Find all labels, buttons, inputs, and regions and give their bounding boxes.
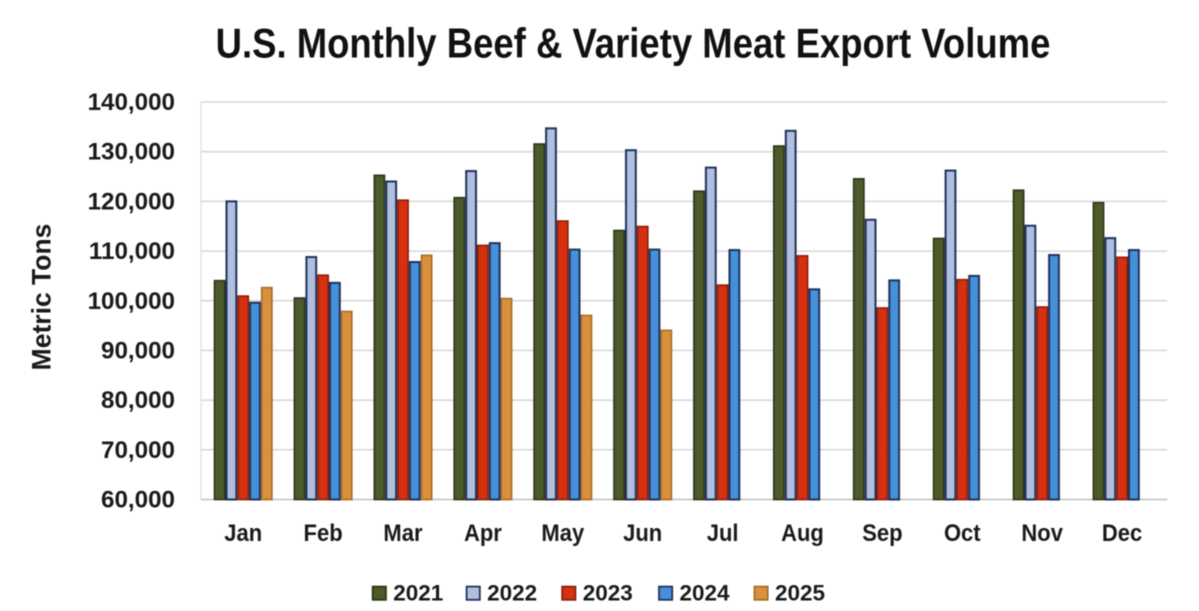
svg-text:Jan: Jan	[224, 519, 262, 546]
svg-text:80,000: 80,000	[101, 387, 175, 414]
svg-text:Apr: Apr	[464, 519, 502, 546]
svg-text:2022: 2022	[487, 581, 537, 606]
svg-text:U.S. Monthly Beef & Variety Me: U.S. Monthly Beef & Variety Meat Export …	[216, 22, 1051, 68]
svg-text:Nov: Nov	[1021, 519, 1063, 546]
svg-text:110,000: 110,000	[89, 238, 175, 265]
svg-text:May: May	[541, 519, 584, 546]
svg-text:2025: 2025	[775, 581, 825, 606]
svg-text:Sep: Sep	[862, 519, 902, 546]
svg-text:Metric Tons: Metric Tons	[27, 224, 57, 371]
svg-text:2021: 2021	[393, 581, 443, 606]
svg-text:90,000: 90,000	[101, 337, 175, 364]
svg-text:Feb: Feb	[304, 519, 343, 546]
svg-text:Mar: Mar	[383, 519, 422, 546]
svg-text:100,000: 100,000	[88, 288, 175, 315]
svg-text:Jun: Jun	[623, 519, 662, 546]
svg-text:130,000: 130,000	[88, 139, 175, 166]
svg-text:Oct: Oct	[944, 519, 981, 546]
svg-text:140,000: 140,000	[88, 89, 175, 116]
svg-text:Jul: Jul	[707, 519, 739, 546]
svg-text:Dec: Dec	[1102, 519, 1142, 546]
svg-text:120,000: 120,000	[88, 188, 175, 215]
svg-text:2023: 2023	[583, 581, 633, 606]
svg-text:2024: 2024	[680, 581, 731, 606]
svg-text:70,000: 70,000	[101, 437, 175, 464]
svg-text:60,000: 60,000	[101, 487, 175, 514]
svg-text:Aug: Aug	[781, 519, 824, 546]
